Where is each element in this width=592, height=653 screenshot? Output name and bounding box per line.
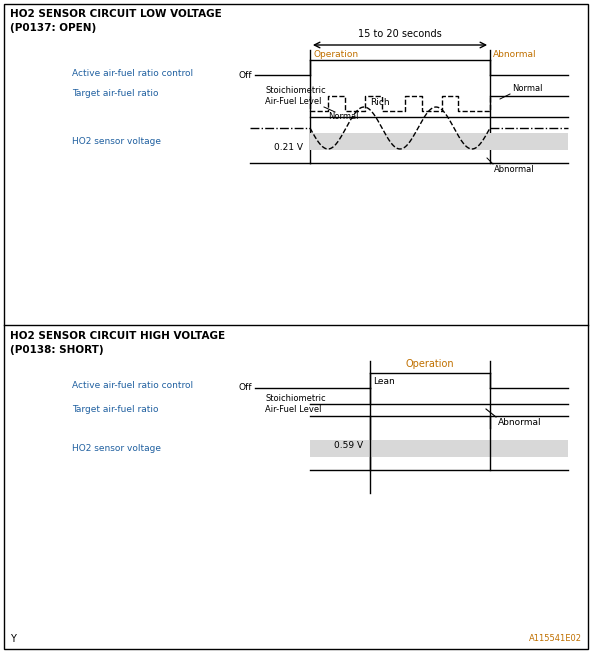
Text: Stoichiometric: Stoichiometric [265,86,326,95]
Text: HO2 SENSOR CIRCUIT LOW VOLTAGE: HO2 SENSOR CIRCUIT LOW VOLTAGE [10,9,222,19]
Text: Active air-fuel ratio control: Active air-fuel ratio control [72,69,193,78]
Text: Off: Off [239,383,252,392]
Text: Normal: Normal [512,84,542,93]
Text: HO2 sensor voltage: HO2 sensor voltage [72,444,161,453]
Text: 0.59 V: 0.59 V [334,441,363,450]
Bar [310,440,370,457]
Text: Lean: Lean [373,377,395,386]
Text: 0.21 V: 0.21 V [274,144,303,153]
Text: Operation: Operation [406,359,454,369]
Text: Off: Off [239,71,252,80]
Text: A115541E02: A115541E02 [529,634,582,643]
Text: HO2 sensor voltage: HO2 sensor voltage [72,137,161,146]
Text: Operation: Operation [313,50,358,59]
Text: Normal: Normal [328,112,359,121]
Text: Abnormal: Abnormal [493,50,536,59]
Text: Rich: Rich [370,98,390,107]
Bar [310,133,568,150]
Text: (P0138: SHORT): (P0138: SHORT) [10,345,104,355]
Text: Air-Fuel Level: Air-Fuel Level [265,97,321,106]
Text: Target air-fuel ratio: Target air-fuel ratio [72,89,159,99]
Text: Abnormal: Abnormal [498,418,542,427]
Bar [370,440,568,457]
Text: (P0137: OPEN): (P0137: OPEN) [10,23,96,33]
Text: Air-Fuel Level: Air-Fuel Level [265,405,321,414]
Text: Active air-fuel ratio control: Active air-fuel ratio control [72,381,193,390]
Text: Abnormal: Abnormal [494,165,535,174]
Text: Y: Y [10,634,16,644]
Text: HO2 SENSOR CIRCUIT HIGH VOLTAGE: HO2 SENSOR CIRCUIT HIGH VOLTAGE [10,331,225,341]
Text: 15 to 20 seconds: 15 to 20 seconds [358,29,442,39]
Text: Stoichiometric: Stoichiometric [265,394,326,403]
Text: Target air-fuel ratio: Target air-fuel ratio [72,406,159,415]
